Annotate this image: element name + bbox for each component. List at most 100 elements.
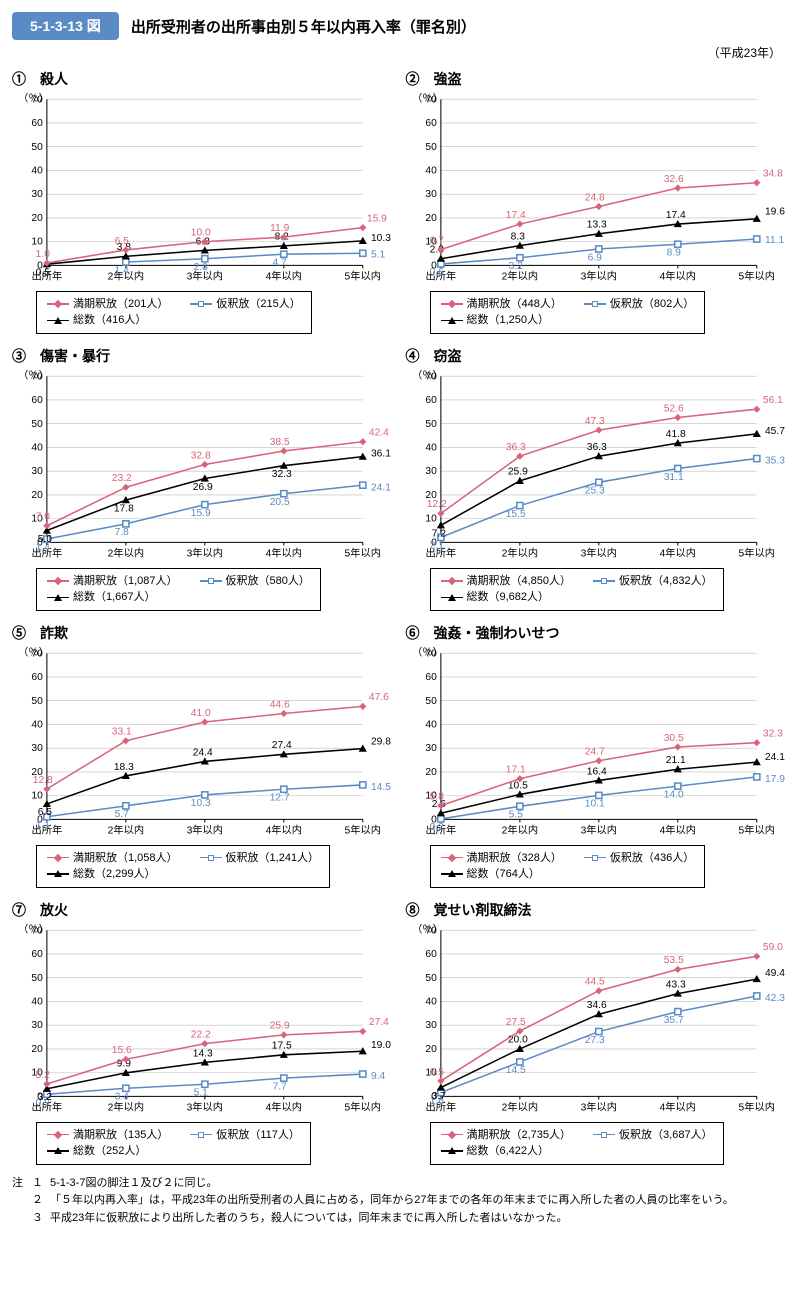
legend: 満期釈放（4,850人） 仮釈放（4,832人） 総数（9,682人） — [430, 568, 724, 611]
legend-item-total: 総数（1,667人） — [47, 589, 156, 606]
value-label: 0.5 — [36, 267, 51, 278]
value-label: 5.5 — [508, 809, 523, 820]
chart-panel: ③ 傷害・暴行 010203040506070（％）出所年2年以内3年以内4年以… — [12, 342, 392, 613]
legend-label: 満期釈放（328人） — [467, 850, 562, 867]
square-marker-icon — [593, 1130, 615, 1140]
value-label: 56.1 — [762, 395, 782, 406]
value-label: 49.4 — [764, 968, 784, 979]
value-label: 27.3 — [584, 1034, 604, 1045]
value-label: 32.8 — [191, 450, 211, 461]
value-label: 12.7 — [270, 792, 290, 803]
chart: 010203040506070（％）出所年2年以内3年以内4年以内5年以内0.9… — [12, 922, 392, 1117]
y-tick-label: 50 — [31, 142, 43, 153]
value-label: 1.4 — [115, 265, 130, 276]
chart: 010203040506070（％）出所年2年以内3年以内4年以内5年以内1.4… — [12, 368, 392, 563]
value-label: 33.1 — [112, 726, 132, 737]
y-tick-label: 40 — [425, 442, 437, 453]
legend-label: 満期釈放（201人） — [73, 296, 168, 313]
legend-item-mankishaku: 満期釈放（1,058人） — [47, 850, 178, 867]
legend-item-mankishaku: 満期釈放（2,735人） — [441, 1127, 572, 1144]
y-tick-label: 40 — [31, 996, 43, 1007]
legend-item-karishaku: 仮釈放（1,241人） — [200, 850, 320, 867]
y-tick-label: 40 — [425, 719, 437, 730]
square-marker-icon — [190, 1130, 212, 1140]
y-tick-label: 50 — [425, 696, 437, 707]
value-label: 27.5 — [505, 1017, 525, 1028]
x-tick-label: 4年以内 — [659, 270, 695, 283]
value-label: 8.3 — [510, 232, 525, 243]
y-tick-label: 30 — [425, 1020, 437, 1031]
legend: 満期釈放（135人） 仮釈放（117人） 総数（252人） — [36, 1122, 311, 1165]
legend-item-total: 総数（2,299人） — [47, 866, 156, 883]
value-label: 42.3 — [764, 993, 784, 1004]
legend-item-mankishaku: 満期釈放（4,850人） — [441, 573, 572, 590]
value-label: 17.1 — [505, 764, 525, 775]
y-tick-label: 10 — [31, 237, 43, 248]
value-label: 6.5 — [115, 236, 130, 247]
legend-label: 総数（6,422人） — [467, 1143, 550, 1160]
value-label: 24.8 — [584, 192, 604, 203]
x-tick-label: 3年以内 — [187, 823, 223, 836]
chart-panel: ⑧ 覚せい剤取締法 010203040506070（％）出所年2年以内3年以内4… — [406, 896, 786, 1167]
chart-grid: ① 殺人 010203040506070（％）出所年2年以内3年以内4年以内5年… — [12, 65, 785, 1167]
legend-item-total: 総数（252人） — [47, 1143, 146, 1160]
value-label: 11.1 — [764, 235, 783, 246]
value-label: 42.4 — [369, 427, 389, 438]
legend-item-total: 総数（764人） — [441, 866, 540, 883]
value-label: 17.4 — [665, 210, 685, 221]
diamond-marker-icon — [47, 576, 69, 586]
chart-panel: ① 殺人 010203040506070（％）出所年2年以内3年以内4年以内5年… — [12, 65, 392, 336]
footnote-text: 5-1-3-7図の脚注１及び２に同じ。 — [50, 1175, 785, 1193]
value-label: 26.9 — [193, 482, 213, 493]
chart: 010203040506070（％）出所年2年以内3年以内4年以内5年以内1.1… — [12, 645, 392, 840]
y-tick-label: 20 — [31, 490, 43, 501]
square-marker-icon — [593, 576, 615, 586]
value-label: 14.5 — [371, 782, 391, 793]
x-tick-label: 3年以内 — [580, 823, 616, 836]
legend-item-total: 総数（6,422人） — [441, 1143, 550, 1160]
value-label: 20.5 — [270, 497, 290, 508]
y-tick-label: 50 — [425, 972, 437, 983]
legend-item-total: 総数（1,250人） — [441, 312, 550, 329]
y-tick-label: 60 — [425, 949, 437, 960]
legend-label: 総数（9,682人） — [467, 589, 550, 606]
panel-title: ④ 窃盗 — [406, 346, 786, 366]
value-label: 7.2 — [431, 528, 446, 539]
value-label: 10.1 — [584, 798, 604, 809]
value-label: 35.3 — [764, 456, 784, 467]
chart: 010203040506070（％）出所年2年以内3年以内4年以内5年以内0.2… — [406, 645, 786, 840]
panel-title: ② 強盗 — [406, 69, 786, 89]
square-marker-icon — [200, 853, 222, 863]
value-label: 27.4 — [272, 740, 292, 751]
legend: 満期釈放（2,735人） 仮釈放（3,687人） 総数（6,422人） — [430, 1122, 724, 1165]
y-tick-label: 60 — [31, 395, 43, 406]
figure-header: 5-1-3-13 図 出所受刑者の出所事由別５年以内再入率（罪名別） — [12, 12, 785, 40]
footnote-number: ２ — [32, 1192, 50, 1210]
legend-label: 仮釈放（215人） — [216, 296, 300, 313]
value-label: 13.3 — [586, 220, 606, 231]
triangle-marker-icon — [47, 316, 69, 326]
diamond-marker-icon — [47, 299, 69, 309]
value-label: 15.5 — [505, 509, 525, 520]
legend-item-mankishaku: 満期釈放（448人） — [441, 296, 562, 313]
y-tick-label: 20 — [31, 213, 43, 224]
value-label: 29.8 — [371, 736, 391, 747]
y-tick-label: 40 — [31, 442, 43, 453]
panel-title: ⑦ 放火 — [12, 900, 392, 920]
legend-label: 仮釈放（802人） — [610, 296, 694, 313]
value-label: 35.7 — [663, 1015, 683, 1026]
y-tick-label: 40 — [425, 165, 437, 176]
x-tick-label: 2年以内 — [108, 1100, 144, 1113]
value-label: 18.3 — [114, 762, 134, 773]
value-label: 3.4 — [115, 1091, 130, 1102]
x-tick-label: 4年以内 — [266, 547, 302, 560]
x-tick-label: 5年以内 — [738, 823, 774, 836]
value-label: 31.1 — [663, 472, 683, 483]
y-tick-label: 50 — [425, 419, 437, 430]
value-label: 17.9 — [764, 774, 784, 785]
y-unit-label: （％） — [412, 92, 443, 104]
value-label: 32.3 — [762, 728, 782, 739]
legend-label: 総数（2,299人） — [73, 866, 156, 883]
value-label: 11.9 — [270, 223, 289, 234]
y-tick-label: 60 — [31, 672, 43, 683]
